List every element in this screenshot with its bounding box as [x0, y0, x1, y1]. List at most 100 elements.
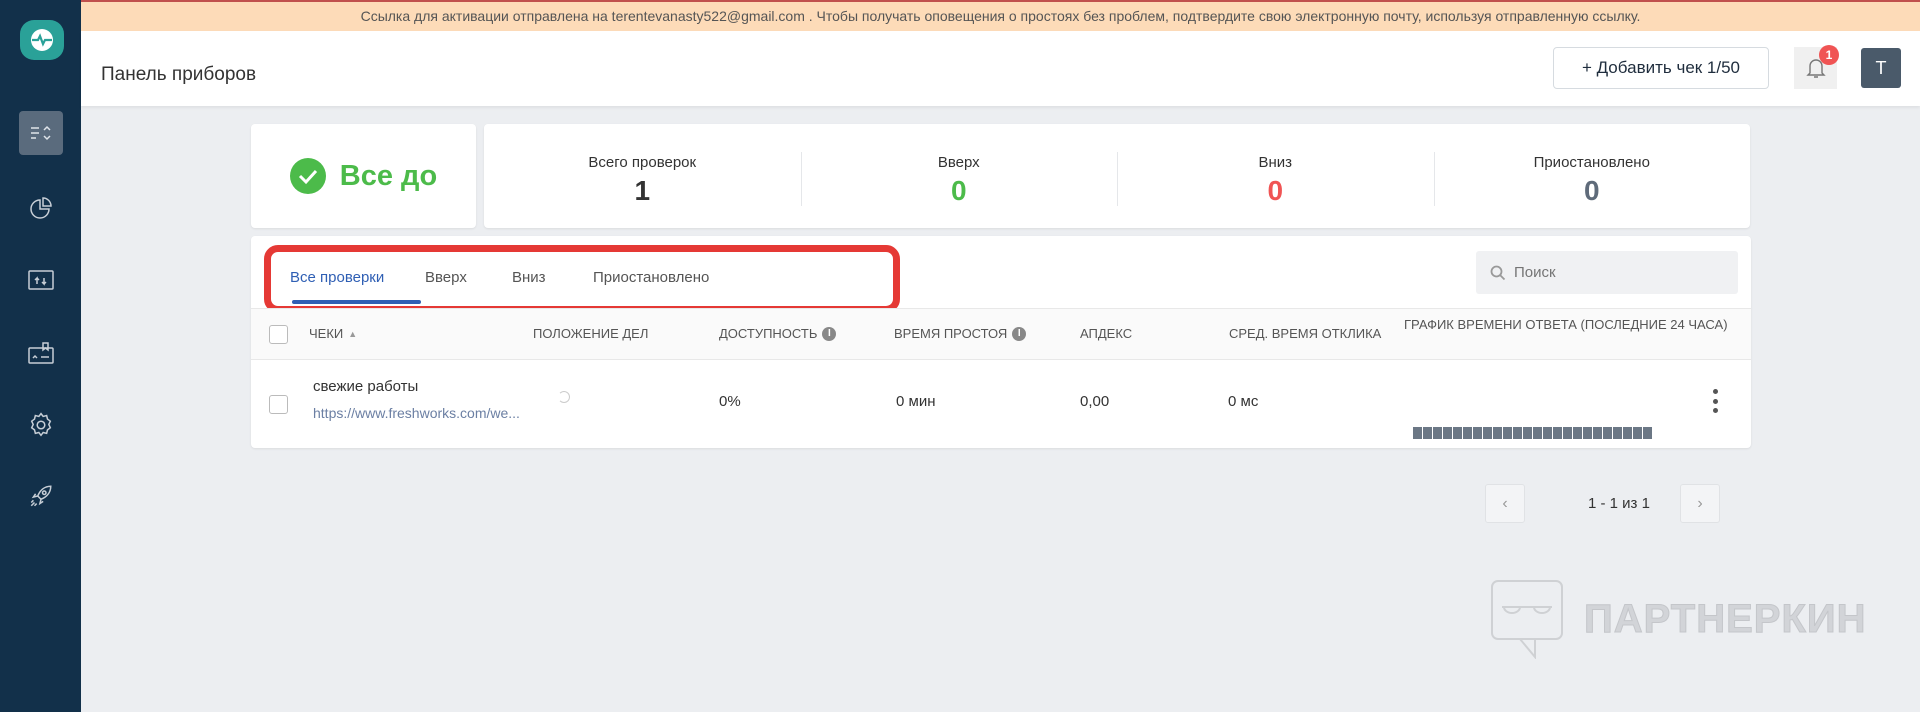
response-bar [1613, 427, 1622, 439]
notification-count-badge: 1 [1819, 45, 1839, 65]
stat-value: 0 [1267, 175, 1284, 206]
check-circle-icon [289, 158, 326, 194]
response-bar [1633, 427, 1642, 439]
stat-label: Вверх [937, 154, 980, 171]
search-box[interactable] [1476, 251, 1738, 294]
tabs-highlight: Все проверки Вверх Вниз Приостановлено [264, 245, 900, 313]
column-status: Положение дел [533, 326, 648, 341]
response-bar [1593, 427, 1602, 439]
stat-value: 1 [634, 175, 651, 206]
check-url[interactable]: https://www.freshworks.com/we... [313, 405, 520, 421]
badge-card-icon [28, 342, 54, 364]
tab-paused[interactable]: Приостановлено [593, 269, 710, 286]
sidebar-item-settings[interactable] [19, 403, 63, 447]
sidebar-item-status-page[interactable] [19, 258, 63, 302]
availability-value: 0% [719, 393, 741, 410]
list-sort-icon [31, 125, 51, 141]
response-bar [1473, 427, 1482, 439]
stat-label: Вниз [1258, 154, 1293, 171]
tab-down[interactable]: Вниз [512, 269, 546, 286]
notifications-button[interactable]: 1 [1794, 45, 1839, 89]
column-checks[interactable]: Чеки ▲ [309, 326, 357, 341]
watermark-text: ПАРТНЕРКИН [1584, 596, 1867, 641]
more-options-icon[interactable] [1711, 389, 1719, 413]
response-bar [1433, 427, 1442, 439]
stat-value: 0 [950, 175, 967, 206]
stat-up: Вверх 0 [800, 124, 1118, 228]
response-bar [1623, 427, 1632, 439]
stats-summary: Всего проверок 1 Вверх 0 Вниз 0 Приостановл… [484, 124, 1750, 228]
sidebar-item-integrations[interactable] [19, 331, 63, 375]
apdex-value: 0,00 [1080, 393, 1110, 410]
avg-response-value: 0 мс [1228, 393, 1259, 410]
tab-all-checks[interactable]: Все проверки [290, 269, 385, 286]
pagination-info: 1 - 1 из 1 [1588, 495, 1650, 512]
row-checkbox[interactable] [269, 395, 288, 414]
info-icon[interactable]: i [1012, 326, 1027, 341]
checks-table-card: Все проверки Вверх Вниз Приостановлено Ч… [251, 236, 1751, 448]
column-response-graph: График времени ответа (последние 24 часа… [1404, 316, 1734, 333]
table-row[interactable]: свежие работы https://www.freshworks.com… [251, 361, 1751, 448]
column-label: График времени ответа (последние 24 часа… [1404, 317, 1728, 332]
downtime-value: 0 мин [896, 393, 936, 410]
page-title: Панель приборов [101, 64, 257, 85]
prev-page-button[interactable]: ‹ [1485, 484, 1525, 523]
response-bar [1543, 427, 1552, 439]
page-header: Панель приборов + Добавить чек 1/50 1 T [81, 31, 1920, 106]
next-page-button[interactable]: › [1680, 484, 1720, 523]
email-verification-banner: Ссылка для активации отправлена на teren… [81, 0, 1920, 31]
overall-status-card: Все до [251, 124, 476, 228]
response-bar [1583, 427, 1592, 439]
response-bar [1523, 427, 1532, 439]
column-apdex: Апдекс [1080, 326, 1132, 341]
response-bar [1483, 427, 1492, 439]
column-label: Сред. время отклика [1229, 326, 1382, 341]
response-bar [1423, 427, 1432, 439]
tab-up[interactable]: Вверх [425, 269, 467, 286]
select-all-checkbox[interactable] [269, 325, 288, 344]
stat-total: Всего проверок 1 [484, 124, 801, 228]
app-logo[interactable] [20, 20, 64, 60]
column-avg-response: Сред. время отклика [1229, 326, 1381, 341]
banner-text: Ссылка для активации отправлена на teren… [360, 8, 1641, 24]
response-bar [1643, 427, 1652, 439]
avatar[interactable]: T [1861, 48, 1901, 88]
search-input[interactable] [1514, 264, 1714, 281]
column-label: Чеки [309, 326, 344, 341]
search-icon [1490, 265, 1506, 280]
stat-value: 0 [1583, 175, 1600, 206]
response-time-graph [1413, 427, 1652, 439]
rocket-icon [30, 485, 52, 507]
response-bar [1513, 427, 1522, 439]
sidebar-item-upgrade[interactable] [19, 474, 63, 518]
response-bar [1463, 427, 1472, 439]
info-icon[interactable]: i [822, 326, 837, 341]
bell-icon [1805, 59, 1826, 78]
response-bar [1503, 427, 1512, 439]
column-label: Время простоя [894, 326, 1008, 341]
monitor-updown-icon [28, 270, 54, 290]
response-bar [1413, 427, 1422, 439]
sort-icon[interactable]: ▲ [348, 328, 358, 339]
sidebar [0, 0, 81, 712]
response-bar [1453, 427, 1462, 439]
stat-paused: Приостановлено 0 [1433, 124, 1751, 228]
response-bar [1573, 427, 1582, 439]
table-header: Чеки ▲ Положение дел Доступность i Время п… [251, 308, 1751, 360]
gear-icon [30, 412, 52, 437]
add-check-button[interactable]: + Добавить чек 1/50 [1553, 47, 1769, 89]
response-bar [1553, 427, 1562, 439]
check-name[interactable]: свежие работы [313, 378, 419, 395]
response-bar [1563, 427, 1572, 439]
loading-spinner-icon [558, 391, 570, 403]
column-downtime: Время простоя i [894, 326, 1027, 341]
column-label: Апдекс [1080, 326, 1133, 341]
pie-chart-icon [30, 197, 52, 219]
column-label: Положение дел [533, 326, 649, 341]
response-bar [1533, 427, 1542, 439]
active-tab-indicator [292, 300, 421, 304]
sidebar-item-reports[interactable] [19, 186, 63, 230]
column-availability: Доступность i [719, 326, 837, 341]
response-bar [1443, 427, 1452, 439]
sidebar-item-checks[interactable] [19, 111, 63, 155]
